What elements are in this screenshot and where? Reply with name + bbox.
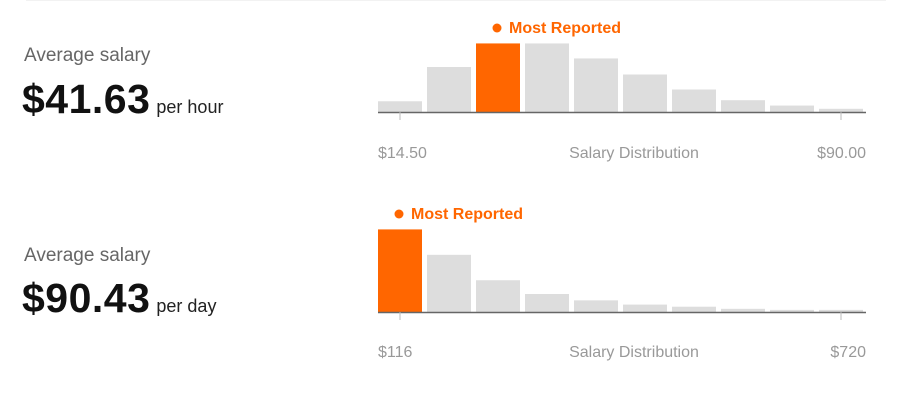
salary-panel-daily: Average salary $90.43 per day $116 $720 Sal… bbox=[0, 195, 900, 395]
salary-period: per hour bbox=[156, 97, 224, 117]
salary-value-row: $90.43 per day bbox=[22, 275, 216, 322]
distribution-bar bbox=[770, 309, 814, 312]
tick-label-min: $116 bbox=[378, 344, 413, 361]
x-axis-title: Salary Distribution bbox=[569, 145, 699, 162]
orange-dot-icon bbox=[492, 23, 502, 33]
average-salary-label: Average salary bbox=[24, 245, 151, 266]
distribution-bar bbox=[770, 105, 814, 112]
distribution-bar bbox=[672, 306, 716, 312]
distribution-bar bbox=[525, 294, 569, 312]
orange-dot-icon bbox=[394, 209, 404, 219]
distribution-bar bbox=[623, 74, 667, 112]
distribution-bar bbox=[623, 304, 667, 312]
distribution-bar bbox=[378, 101, 422, 112]
salary-amount: $90.43 bbox=[22, 275, 151, 321]
distribution-bar bbox=[525, 43, 569, 112]
distribution-bar bbox=[721, 308, 765, 312]
top-divider bbox=[26, 0, 886, 1]
salary-distribution-chart: $116 $720 Salary Distribution Most Reported bbox=[378, 206, 866, 361]
most-reported-bar bbox=[378, 229, 422, 312]
distribution-bar bbox=[574, 58, 618, 112]
distribution-bar bbox=[476, 280, 520, 312]
distribution-bar bbox=[819, 108, 863, 112]
distribution-bar bbox=[819, 309, 863, 312]
tick-label-max: $90.00 bbox=[817, 145, 866, 162]
most-reported-label: Most Reported bbox=[411, 206, 523, 223]
distribution-bar bbox=[427, 67, 471, 112]
salary-period: per day bbox=[156, 296, 217, 316]
average-salary-label: Average salary bbox=[24, 45, 151, 66]
x-axis-title: Salary Distribution bbox=[569, 344, 699, 361]
distribution-bar bbox=[672, 89, 716, 112]
distribution-bar bbox=[721, 100, 765, 112]
tick-label-min: $14.50 bbox=[378, 145, 427, 162]
salary-value-row: $41.63 per hour bbox=[22, 76, 223, 123]
salary-amount: $41.63 bbox=[22, 76, 151, 122]
most-reported-bar bbox=[476, 43, 520, 112]
salary-panel-hourly: Average salary $41.63 per hour $14.50 $90.… bbox=[22, 0, 886, 162]
most-reported-label: Most Reported bbox=[509, 20, 621, 37]
salary-distribution-chart: $14.50 $90.00 Salary Distribution Most Repo… bbox=[378, 20, 866, 162]
tick-label-max: $720 bbox=[830, 344, 866, 361]
distribution-bar bbox=[427, 254, 471, 312]
distribution-bar bbox=[574, 300, 618, 312]
